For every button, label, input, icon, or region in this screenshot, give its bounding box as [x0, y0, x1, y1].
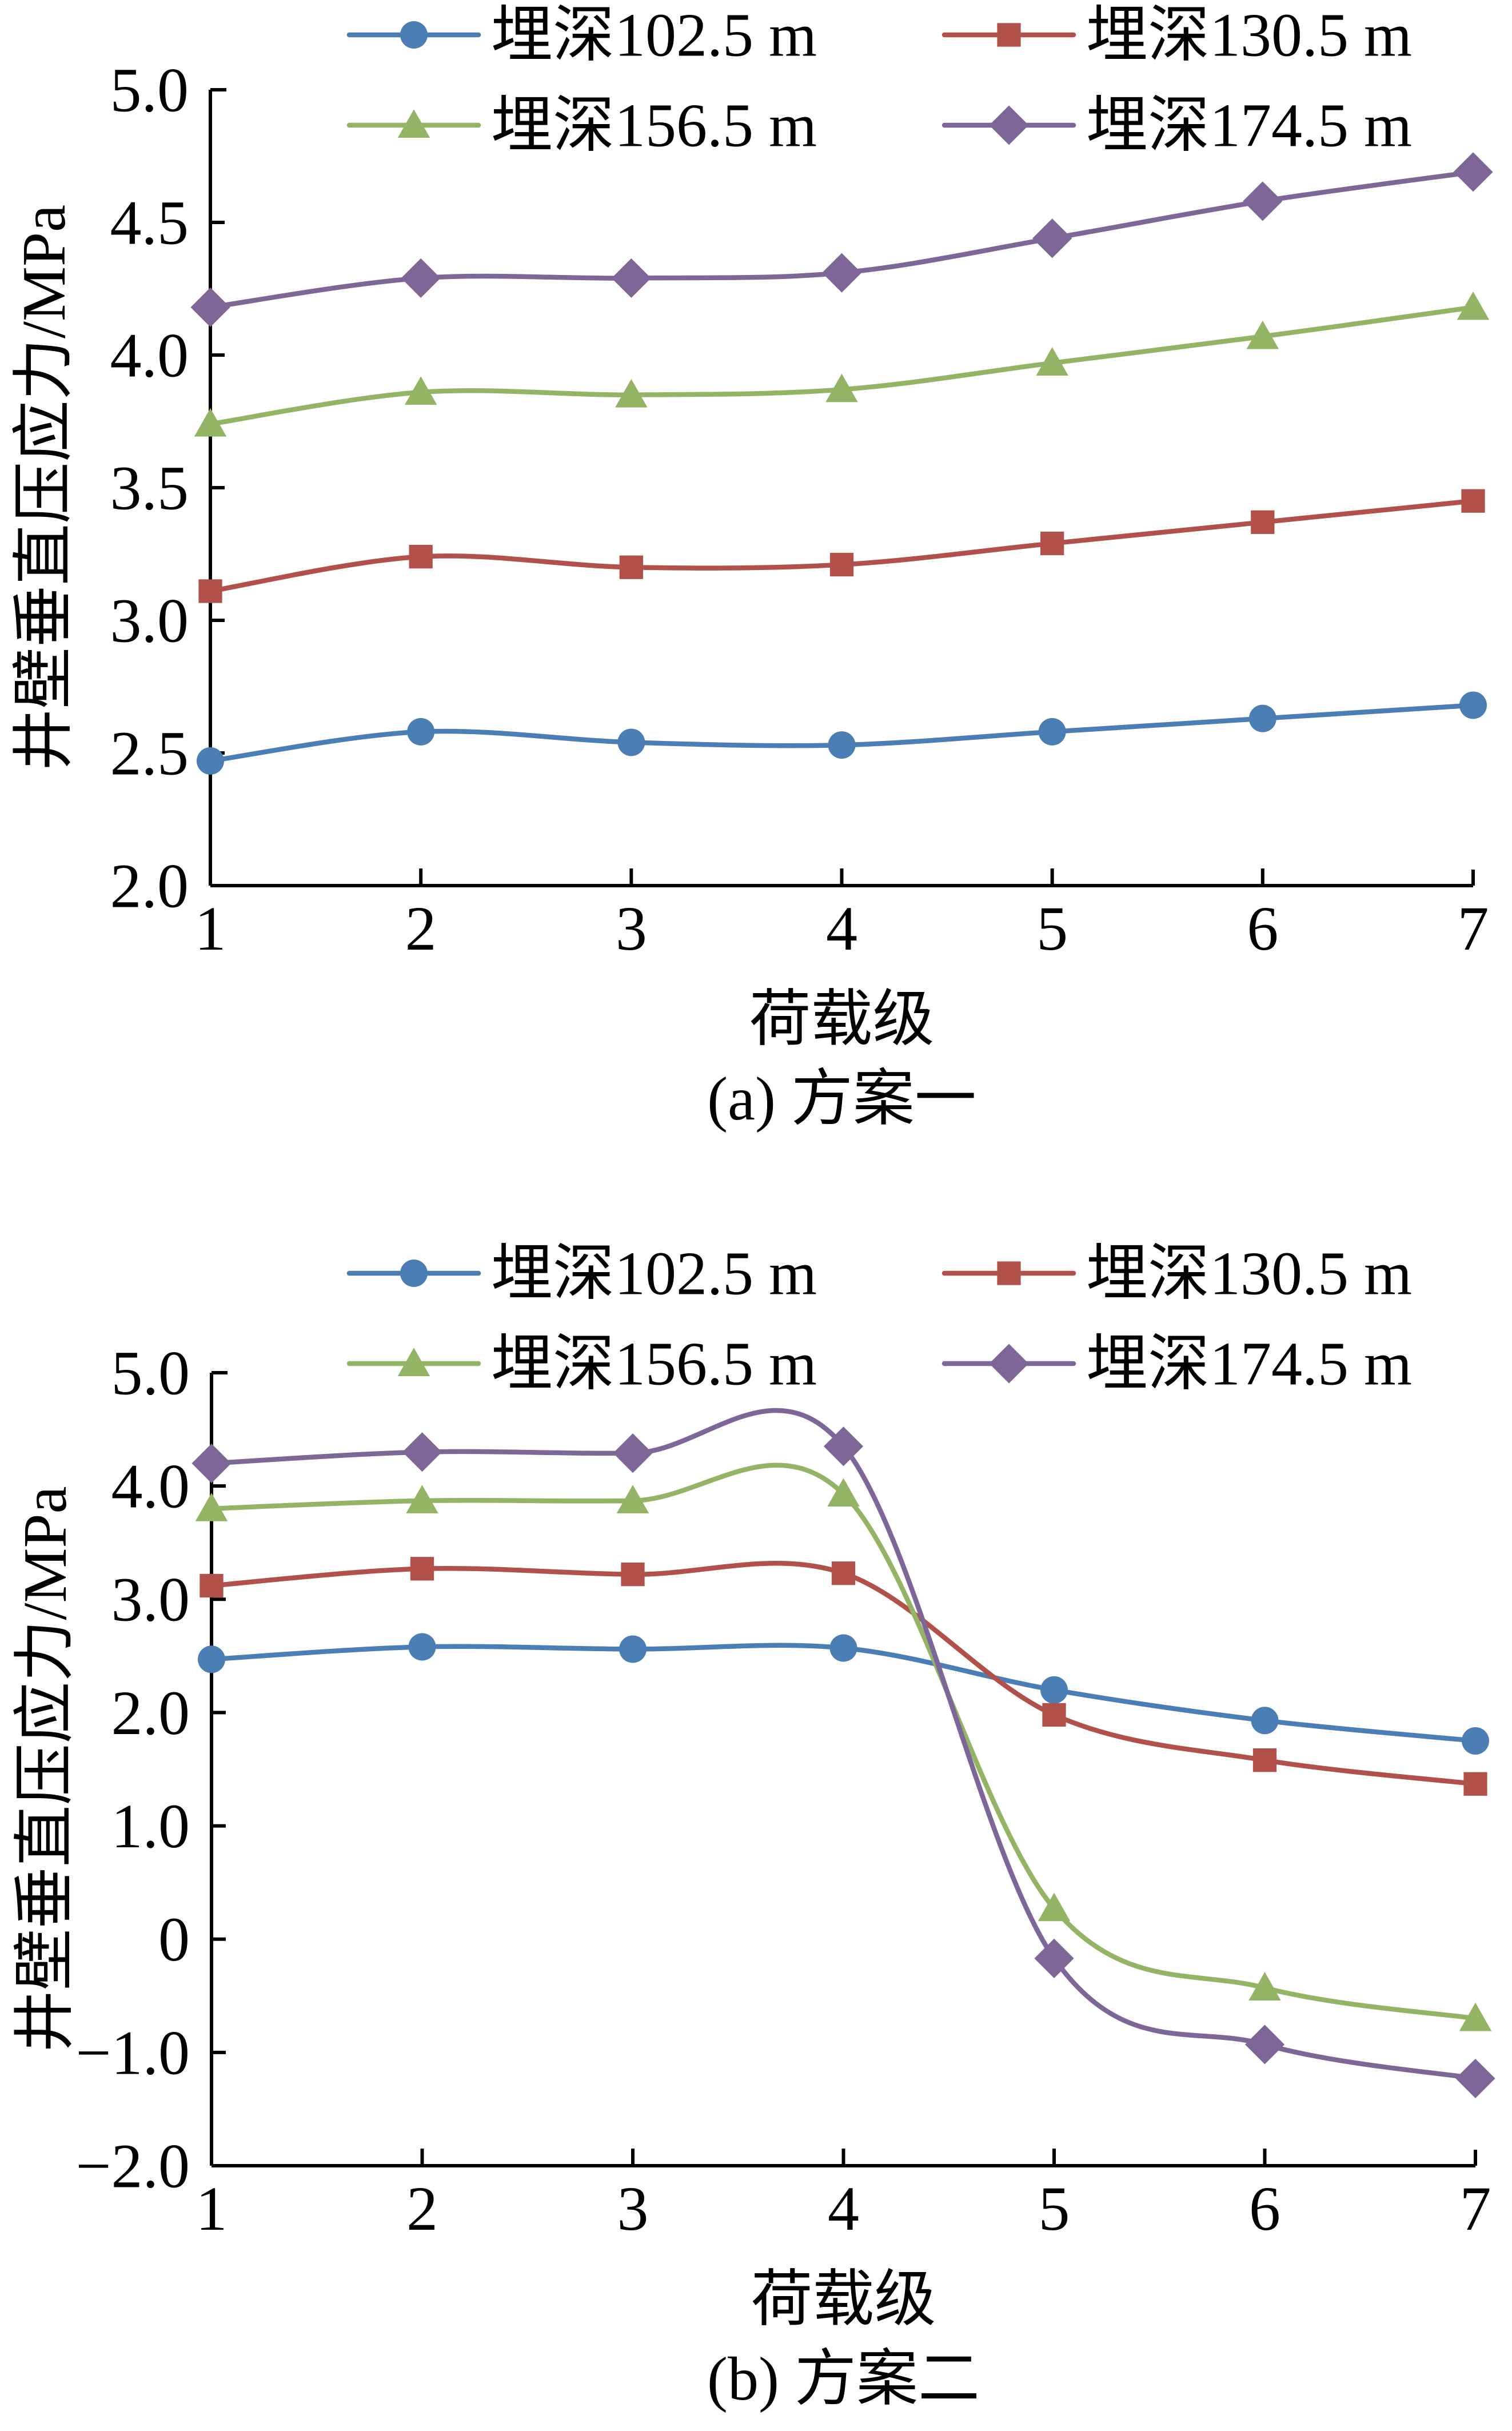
svg-text:5.0: 5.0 — [111, 1338, 190, 1408]
svg-text:3.5: 3.5 — [110, 453, 189, 523]
svg-text:埋深156.5 m: 埋深156.5 m — [491, 92, 817, 160]
svg-text:4: 4 — [828, 2174, 859, 2243]
svg-text:0: 0 — [158, 1904, 190, 1974]
svg-text:埋深130.5 m: 埋深130.5 m — [1086, 2, 1412, 70]
svg-text:2.0: 2.0 — [110, 851, 189, 920]
svg-text:井壁垂直压应力/MPa: 井壁垂直压应力/MPa — [11, 1486, 79, 2052]
svg-text:3: 3 — [616, 894, 647, 963]
svg-text:荷载级: 荷载级 — [751, 2266, 936, 2334]
svg-text:2.0: 2.0 — [111, 1678, 190, 1748]
svg-text:2: 2 — [406, 2174, 438, 2243]
svg-text:−1.0: −1.0 — [75, 2018, 190, 2087]
svg-text:1: 1 — [196, 2174, 228, 2243]
svg-text:5: 5 — [1036, 894, 1068, 963]
svg-text:2.5: 2.5 — [110, 718, 189, 788]
svg-text:4.0: 4.0 — [111, 1452, 190, 1521]
svg-text:埋深102.5 m: 埋深102.5 m — [491, 1240, 817, 1308]
svg-text:埋深130.5 m: 埋深130.5 m — [1086, 1240, 1412, 1308]
svg-text:(a) 方案一: (a) 方案一 — [707, 1065, 976, 1133]
svg-text:7: 7 — [1458, 894, 1489, 963]
svg-text:3: 3 — [617, 2174, 649, 2243]
svg-text:4.5: 4.5 — [110, 188, 189, 257]
svg-text:5.0: 5.0 — [110, 55, 189, 125]
svg-text:4.0: 4.0 — [110, 320, 189, 390]
svg-text:埋深174.5 m: 埋深174.5 m — [1086, 92, 1412, 160]
svg-text:埋深102.5 m: 埋深102.5 m — [491, 2, 817, 70]
svg-text:埋深174.5 m: 埋深174.5 m — [1086, 1330, 1412, 1398]
svg-text:3.0: 3.0 — [110, 585, 189, 655]
svg-text:荷载级: 荷载级 — [749, 986, 934, 1054]
svg-text:4: 4 — [826, 894, 857, 963]
svg-text:井壁垂直压应力/MPa: 井壁垂直压应力/MPa — [10, 205, 78, 771]
svg-text:(b) 方案二: (b) 方案二 — [707, 2345, 980, 2413]
svg-text:2: 2 — [405, 894, 437, 963]
svg-text:7: 7 — [1460, 2174, 1491, 2243]
svg-text:1.0: 1.0 — [111, 1791, 190, 1861]
svg-text:6: 6 — [1249, 2174, 1280, 2243]
svg-text:1: 1 — [195, 894, 226, 963]
svg-text:−2.0: −2.0 — [75, 2131, 190, 2201]
svg-text:5: 5 — [1039, 2174, 1070, 2243]
svg-text:埋深156.5 m: 埋深156.5 m — [491, 1330, 817, 1398]
svg-text:3.0: 3.0 — [111, 1565, 190, 1635]
svg-text:6: 6 — [1247, 894, 1278, 963]
